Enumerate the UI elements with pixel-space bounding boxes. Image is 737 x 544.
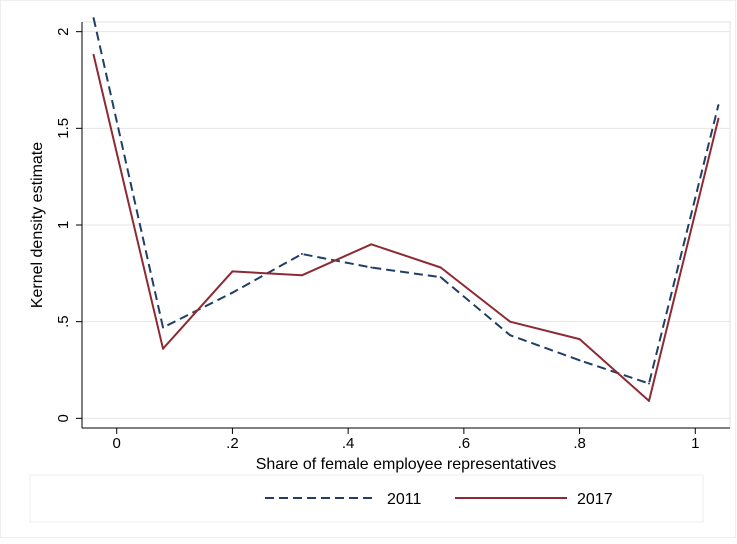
x-tick-label: .4	[342, 435, 355, 452]
data-point-2017	[439, 266, 442, 269]
y-tick-label: 1.5	[55, 118, 72, 139]
x-tick-label: 1	[691, 435, 699, 452]
data-point-2011	[162, 326, 164, 329]
data-point-2011	[300, 253, 303, 255]
x-ticks: 0 .2 .4 .6 .8 1	[113, 428, 699, 452]
grid-lines	[82, 31, 730, 419]
data-point-2017	[92, 53, 95, 56]
data-point-2017	[509, 320, 512, 323]
series-line-2017	[92, 54, 720, 402]
data-point-2017	[648, 399, 650, 402]
data-point-2011	[370, 266, 373, 269]
data-point-2017	[231, 270, 234, 273]
y-tick-label: 2	[55, 27, 72, 35]
x-tick-label: .2	[226, 435, 239, 452]
x-tick-label: .6	[458, 435, 471, 452]
data-point-2017	[370, 243, 373, 246]
data-point-2011	[509, 334, 512, 337]
x-tick-label: .8	[573, 435, 586, 452]
data-point-2017	[162, 347, 164, 350]
data-point-2017	[578, 338, 581, 341]
legend-label-2011: 2011	[387, 491, 422, 508]
data-point-2011	[578, 359, 581, 362]
y-axis-label: Kernel density estimate	[29, 142, 46, 308]
data-point-2017	[300, 274, 303, 277]
data-point-2011	[717, 104, 720, 107]
y-ticks: 0 .5 1 1.5 2	[55, 27, 82, 423]
legend: 2011 2017	[265, 491, 613, 508]
y-tick-label: .5	[55, 315, 72, 328]
x-axis-label: Share of female employee representatives	[256, 456, 557, 473]
legend-label-2017: 2017	[577, 491, 613, 508]
x-tick-label: 0	[113, 435, 121, 452]
data-point-2017	[717, 117, 720, 120]
data-point-2011	[231, 291, 234, 294]
data-point-2011	[648, 382, 650, 385]
data-point-2011	[439, 276, 442, 279]
data-point-2011	[92, 17, 95, 20]
series-lines	[92, 17, 720, 402]
y-tick-label: 1	[55, 221, 72, 229]
y-tick-label: 0	[55, 414, 72, 422]
